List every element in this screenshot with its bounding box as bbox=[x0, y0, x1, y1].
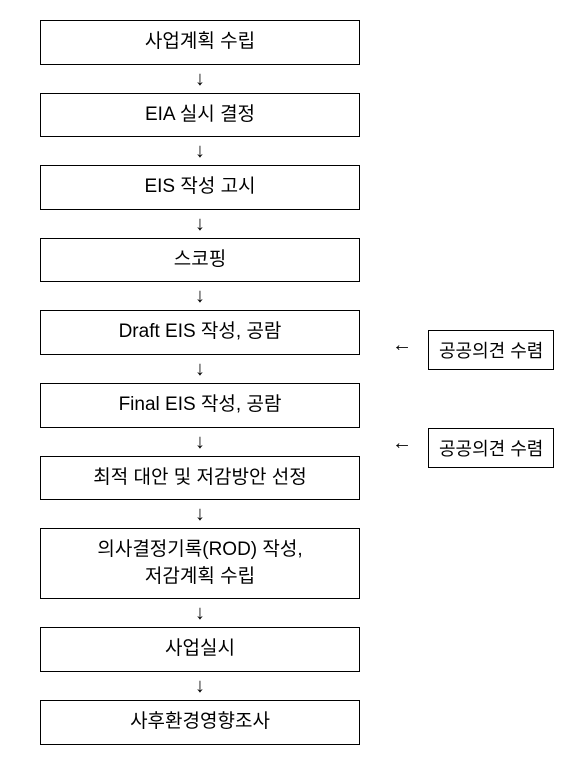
node-post-survey: 사후환경영향조사 bbox=[40, 700, 360, 745]
node-plan: 사업계획 수립 bbox=[40, 20, 360, 65]
arrow-down-icon: ↓ bbox=[195, 355, 205, 383]
side-note-public-opinion-1: 공공의견 수렴 bbox=[428, 330, 554, 370]
arrow-down-icon: ↓ bbox=[195, 210, 205, 238]
node-final-eis: Final EIS 작성, 공람 bbox=[40, 383, 360, 428]
arrow-down-icon: ↓ bbox=[195, 65, 205, 93]
side-note-public-opinion-2: 공공의견 수렴 bbox=[428, 428, 554, 468]
node-rod-line2: 저감계획 수립 bbox=[53, 564, 347, 591]
node-alternative-selection: 최적 대안 및 저감방안 선정 bbox=[40, 456, 360, 501]
flowchart-container: 사업계획 수립 ↓ EIA 실시 결정 ↓ EIS 작성 고시 ↓ 스코핑 ↓ … bbox=[20, 20, 560, 745]
node-rod: 의사결정기록(ROD) 작성, 저감계획 수립 bbox=[40, 528, 360, 599]
arrow-down-icon: ↓ bbox=[195, 672, 205, 700]
arrow-left-icon: ← bbox=[392, 334, 412, 357]
node-eis-notice: EIS 작성 고시 bbox=[40, 165, 360, 210]
main-flow-column: 사업계획 수립 ↓ EIA 실시 결정 ↓ EIS 작성 고시 ↓ 스코핑 ↓ … bbox=[30, 20, 370, 745]
arrow-down-icon: ↓ bbox=[195, 599, 205, 627]
arrow-down-icon: ↓ bbox=[195, 428, 205, 456]
node-eia-decision: EIA 실시 결정 bbox=[40, 93, 360, 138]
arrow-down-icon: ↓ bbox=[195, 500, 205, 528]
node-rod-line1: 의사결정기록(ROD) 작성, bbox=[53, 537, 347, 564]
arrow-down-icon: ↓ bbox=[195, 282, 205, 310]
node-scoping: 스코핑 bbox=[40, 238, 360, 283]
node-draft-eis: Draft EIS 작성, 공람 bbox=[40, 310, 360, 355]
node-implementation: 사업실시 bbox=[40, 627, 360, 672]
arrow-down-icon: ↓ bbox=[195, 137, 205, 165]
arrow-left-icon: ← bbox=[392, 432, 412, 455]
